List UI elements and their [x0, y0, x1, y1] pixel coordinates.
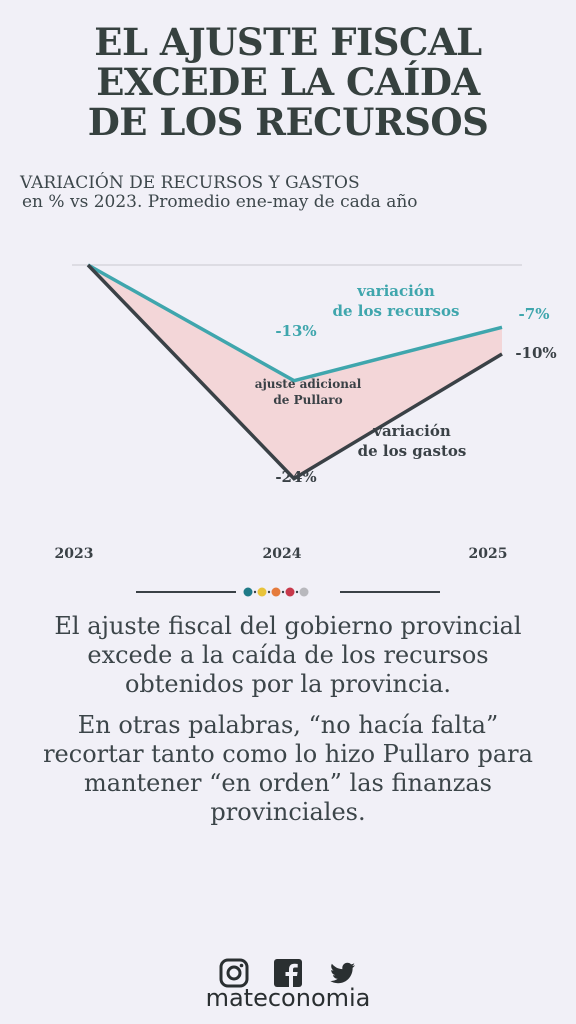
- divider-dot: [285, 587, 295, 597]
- social-links: [0, 958, 576, 988]
- x-tick-label-2025: 2025: [469, 546, 508, 562]
- brand-name: mateconomia: [205, 984, 371, 1012]
- area-annotation-1: ajuste adicional: [255, 377, 362, 391]
- subtitle-line-1: VARIACIÓN DE RECURSOS Y GASTOS: [20, 173, 360, 193]
- divider-dot: [299, 587, 309, 597]
- body-text: El ajuste fiscal del gobierno provincial…: [28, 612, 548, 839]
- divider-dot: [257, 587, 267, 597]
- divider-dots: [243, 587, 309, 597]
- data-label-gastos-2025: -10%: [515, 344, 556, 362]
- series-line-gastos: [86, 263, 503, 481]
- title-line-1: EL AJUSTE FISCAL: [94, 20, 482, 64]
- subtitle-line-2: en % vs 2023. Promedio ene-may de cada a…: [22, 192, 418, 212]
- title-line-2: EXCEDE LA CAÍDA: [96, 60, 480, 104]
- line-chart: -13% -7% -24% -10% variación de los recursos v…: [55, 263, 557, 562]
- data-label-gastos-2024: -24%: [275, 468, 316, 486]
- x-tick-label-2024: 2024: [263, 546, 302, 562]
- body-paragraph-2: En otras palabras, “no hacía falta” reco…: [43, 711, 533, 826]
- adjustment-area: [88, 265, 502, 479]
- data-label-recursos-2024: -13%: [275, 322, 316, 340]
- series-label-recursos-1: variación: [356, 282, 435, 300]
- divider-small-dot: [295, 590, 299, 594]
- instagram-icon[interactable]: [219, 958, 249, 988]
- divider-dot: [243, 587, 253, 597]
- data-label-recursos-2025: -7%: [519, 305, 550, 323]
- facebook-icon[interactable]: [273, 958, 303, 988]
- series-line-recursos: [87, 263, 503, 383]
- body-paragraph-1: El ajuste fiscal del gobierno provincial…: [54, 612, 522, 698]
- divider: [136, 587, 440, 597]
- area-annotation-2: de Pullaro: [273, 393, 342, 407]
- series-label-recursos-2: de los recursos: [333, 302, 460, 320]
- series-label-gastos-2: de los gastos: [358, 442, 467, 460]
- series-label-gastos-1: variación: [372, 422, 451, 440]
- divider-dot: [271, 587, 281, 597]
- divider-small-dot: [253, 590, 257, 594]
- chart-subtitle: VARIACIÓN DE RECURSOS Y GASTOS en % vs 2…: [20, 174, 418, 212]
- divider-small-dot: [281, 590, 285, 594]
- page-title: EL AJUSTE FISCAL EXCEDE LA CAÍDA DE LOS …: [0, 22, 576, 142]
- title-line-3: DE LOS RECURSOS: [87, 100, 489, 144]
- divider-small-dot: [267, 590, 271, 594]
- twitter-icon[interactable]: [327, 958, 357, 988]
- x-tick-label-2023: 2023: [55, 546, 94, 562]
